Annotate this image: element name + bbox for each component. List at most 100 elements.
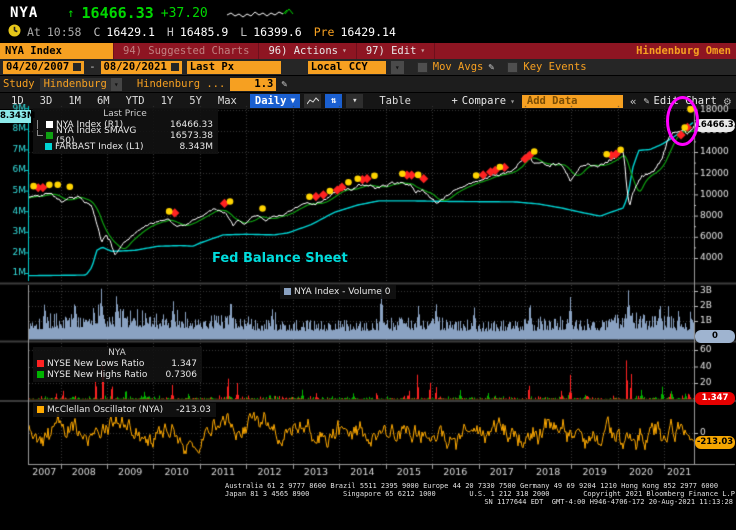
date-from-field[interactable]: 04/20/2007 bbox=[3, 60, 85, 74]
hindenburg-circle-annotation bbox=[666, 96, 699, 146]
toolbar-dates: 04/20/2007 - 08/20/2021 Last Px Local CC… bbox=[0, 59, 736, 76]
lows-ratio-badge: 1.347 bbox=[695, 392, 735, 405]
gear-icon[interactable]: ⚙ bbox=[723, 94, 731, 108]
price-field-select[interactable]: Last Px bbox=[186, 60, 281, 74]
toolbar-study: Study Hindenburg ▾ Hindenburg ... 1.3 ✎ bbox=[0, 76, 736, 93]
menu-edit-label: 97) Edit bbox=[365, 45, 417, 57]
terminal-footer: Australia 61 2 9777 8600 Brazil 5511 239… bbox=[0, 481, 736, 530]
high-value: 16485.9 bbox=[179, 25, 229, 39]
chevron-down-icon: ▾ bbox=[110, 77, 122, 91]
date-to-field[interactable]: 08/20/2021 bbox=[100, 60, 182, 74]
open-value: 16429.1 bbox=[106, 25, 155, 39]
date-range-dash: - bbox=[89, 61, 96, 73]
key-events-checkbox[interactable] bbox=[507, 61, 519, 73]
pencil-icon[interactable]: ✎ bbox=[488, 61, 495, 73]
study-select[interactable]: Hindenburg ▾ bbox=[39, 77, 122, 91]
study-name-label: Hindenburg ... bbox=[136, 78, 226, 90]
range-1y[interactable]: 1Y bbox=[160, 94, 174, 107]
quote-line-1: NYA ↑ 16466.33 +37.20 bbox=[0, 0, 736, 23]
prev-value: 16429.14 bbox=[340, 25, 396, 39]
last-price-badge: 16466.33 bbox=[695, 119, 736, 132]
mcclellan-badge: -213.03 bbox=[695, 436, 735, 449]
footer-session-info: SN 1177644 EDT GMT-4:00 H946-4706-172 20… bbox=[484, 498, 733, 506]
legend-header: NYA bbox=[108, 348, 126, 358]
footer-contacts-1: Australia 61 2 9777 8600 Brazil 5511 239… bbox=[225, 482, 719, 490]
series-value: 0 bbox=[384, 286, 391, 297]
legend-row: NYA Index SMAVG (50) 16573.38 bbox=[37, 126, 213, 146]
low-label: L bbox=[240, 25, 248, 39]
series-swatch bbox=[46, 132, 53, 139]
security-tab[interactable]: NYA Index bbox=[0, 43, 113, 59]
study-select-value: Hindenburg bbox=[43, 77, 107, 90]
series-swatch bbox=[284, 288, 291, 295]
series-value: 16466.33 bbox=[170, 119, 213, 130]
date-to-value: 08/20/2021 bbox=[103, 61, 167, 73]
volume-legend: NYA Index - Volume 0 bbox=[280, 285, 396, 299]
series-value: 8.343M bbox=[179, 141, 213, 152]
at-label: At bbox=[27, 25, 41, 39]
volume-badge: 0 bbox=[695, 330, 735, 343]
range-3d[interactable]: 3D bbox=[39, 94, 53, 107]
legend-row: NYA Index - Volume 0 bbox=[284, 286, 391, 297]
series-label: NYA Index (R1) bbox=[56, 119, 124, 130]
pencil-icon[interactable]: ✎ bbox=[281, 78, 288, 90]
study-label: Study bbox=[3, 78, 35, 90]
last-price: 16466.33 bbox=[81, 4, 154, 22]
series-value: 16573.38 bbox=[170, 130, 213, 141]
series-swatch bbox=[45, 143, 52, 150]
range-1d[interactable]: 1D bbox=[11, 94, 24, 107]
open-label: C bbox=[93, 25, 101, 39]
ratio-legend: NYA NYSE New Lows Ratio 1.347 NYSE New H… bbox=[33, 347, 202, 382]
study-param-field[interactable]: 1.3 bbox=[230, 77, 277, 91]
high-label: H bbox=[166, 25, 174, 39]
mov-avgs-label[interactable]: Mov Avgs bbox=[432, 61, 484, 73]
currency-dropdown-button[interactable]: ▾ bbox=[390, 60, 404, 74]
series-swatch bbox=[46, 121, 53, 128]
series-value: -213.03 bbox=[176, 404, 211, 415]
chevron-down-icon: ▾ bbox=[510, 96, 515, 106]
clock-icon bbox=[8, 24, 21, 40]
currency-select[interactable]: Local CCY bbox=[307, 60, 386, 74]
chevron-down-icon: ▾ bbox=[420, 46, 426, 55]
legend-row: NYSE New Lows Ratio 1.347 bbox=[37, 358, 197, 369]
chevron-down-icon: ▾ bbox=[341, 46, 347, 55]
series-label: FARBAST Index (L1) bbox=[55, 141, 144, 152]
sparkline-chart-icon bbox=[224, 5, 297, 21]
key-events-label[interactable]: Key Events bbox=[523, 61, 587, 73]
plus-icon: + bbox=[451, 95, 458, 107]
calendar-icon[interactable] bbox=[170, 63, 179, 71]
function-title-bar: NYA Index 94) Suggested Charts 96) Actio… bbox=[0, 43, 736, 59]
footer-contacts-2: Japan 81 3 4565 8900 Singapore 65 6212 1… bbox=[225, 490, 736, 498]
series-value: 0.7306 bbox=[165, 369, 198, 380]
quote-line-2: At 10:58 C 16429.1 H 16485.9 L 16399.6 P… bbox=[0, 23, 736, 41]
series-label: NYA Index SMAVG (50) bbox=[56, 125, 137, 146]
quote-header: NYA ↑ 16466.33 +37.20 At 10:58 C 16429.1… bbox=[0, 0, 736, 41]
series-swatch bbox=[37, 406, 44, 413]
range-max[interactable]: Max bbox=[217, 94, 237, 107]
series-label: NYSE New Highs Ratio bbox=[47, 369, 148, 380]
menu-actions[interactable]: 96) Actions ▾ bbox=[259, 43, 357, 59]
mov-avgs-checkbox[interactable] bbox=[416, 61, 428, 73]
date-from-value: 04/20/2007 bbox=[6, 61, 70, 73]
calendar-icon[interactable] bbox=[73, 63, 82, 71]
legend-row: NYSE New Highs Ratio 0.7306 bbox=[37, 369, 197, 380]
range-6m[interactable]: 6M bbox=[96, 94, 110, 107]
series-swatch bbox=[37, 371, 44, 378]
collapse-panel-icon[interactable]: « bbox=[629, 94, 637, 108]
price-legend: Last Price NYA Index (R1) 16466.33 NYA I… bbox=[33, 108, 218, 154]
range-ytd[interactable]: YTD bbox=[125, 94, 145, 107]
fed-balance-sheet-annotation: Fed Balance Sheet bbox=[212, 251, 348, 266]
series-value: 1.347 bbox=[171, 358, 197, 369]
prev-label: Pre bbox=[313, 25, 335, 39]
series-swatch bbox=[37, 360, 44, 367]
range-5y[interactable]: 5Y bbox=[189, 94, 202, 107]
menu-edit[interactable]: 97) Edit ▾ bbox=[357, 43, 436, 59]
menu-suggested-charts[interactable]: 94) Suggested Charts bbox=[113, 43, 260, 59]
ticker-symbol: NYA bbox=[10, 5, 39, 21]
series-label: NYA Index - Volume bbox=[294, 286, 382, 297]
chart-title: Hindenburg Omen bbox=[636, 45, 731, 57]
range-1m[interactable]: 1M bbox=[68, 94, 81, 107]
legend-header: Last Price bbox=[103, 109, 147, 119]
left-axis-badge: 8.343M bbox=[0, 110, 36, 123]
